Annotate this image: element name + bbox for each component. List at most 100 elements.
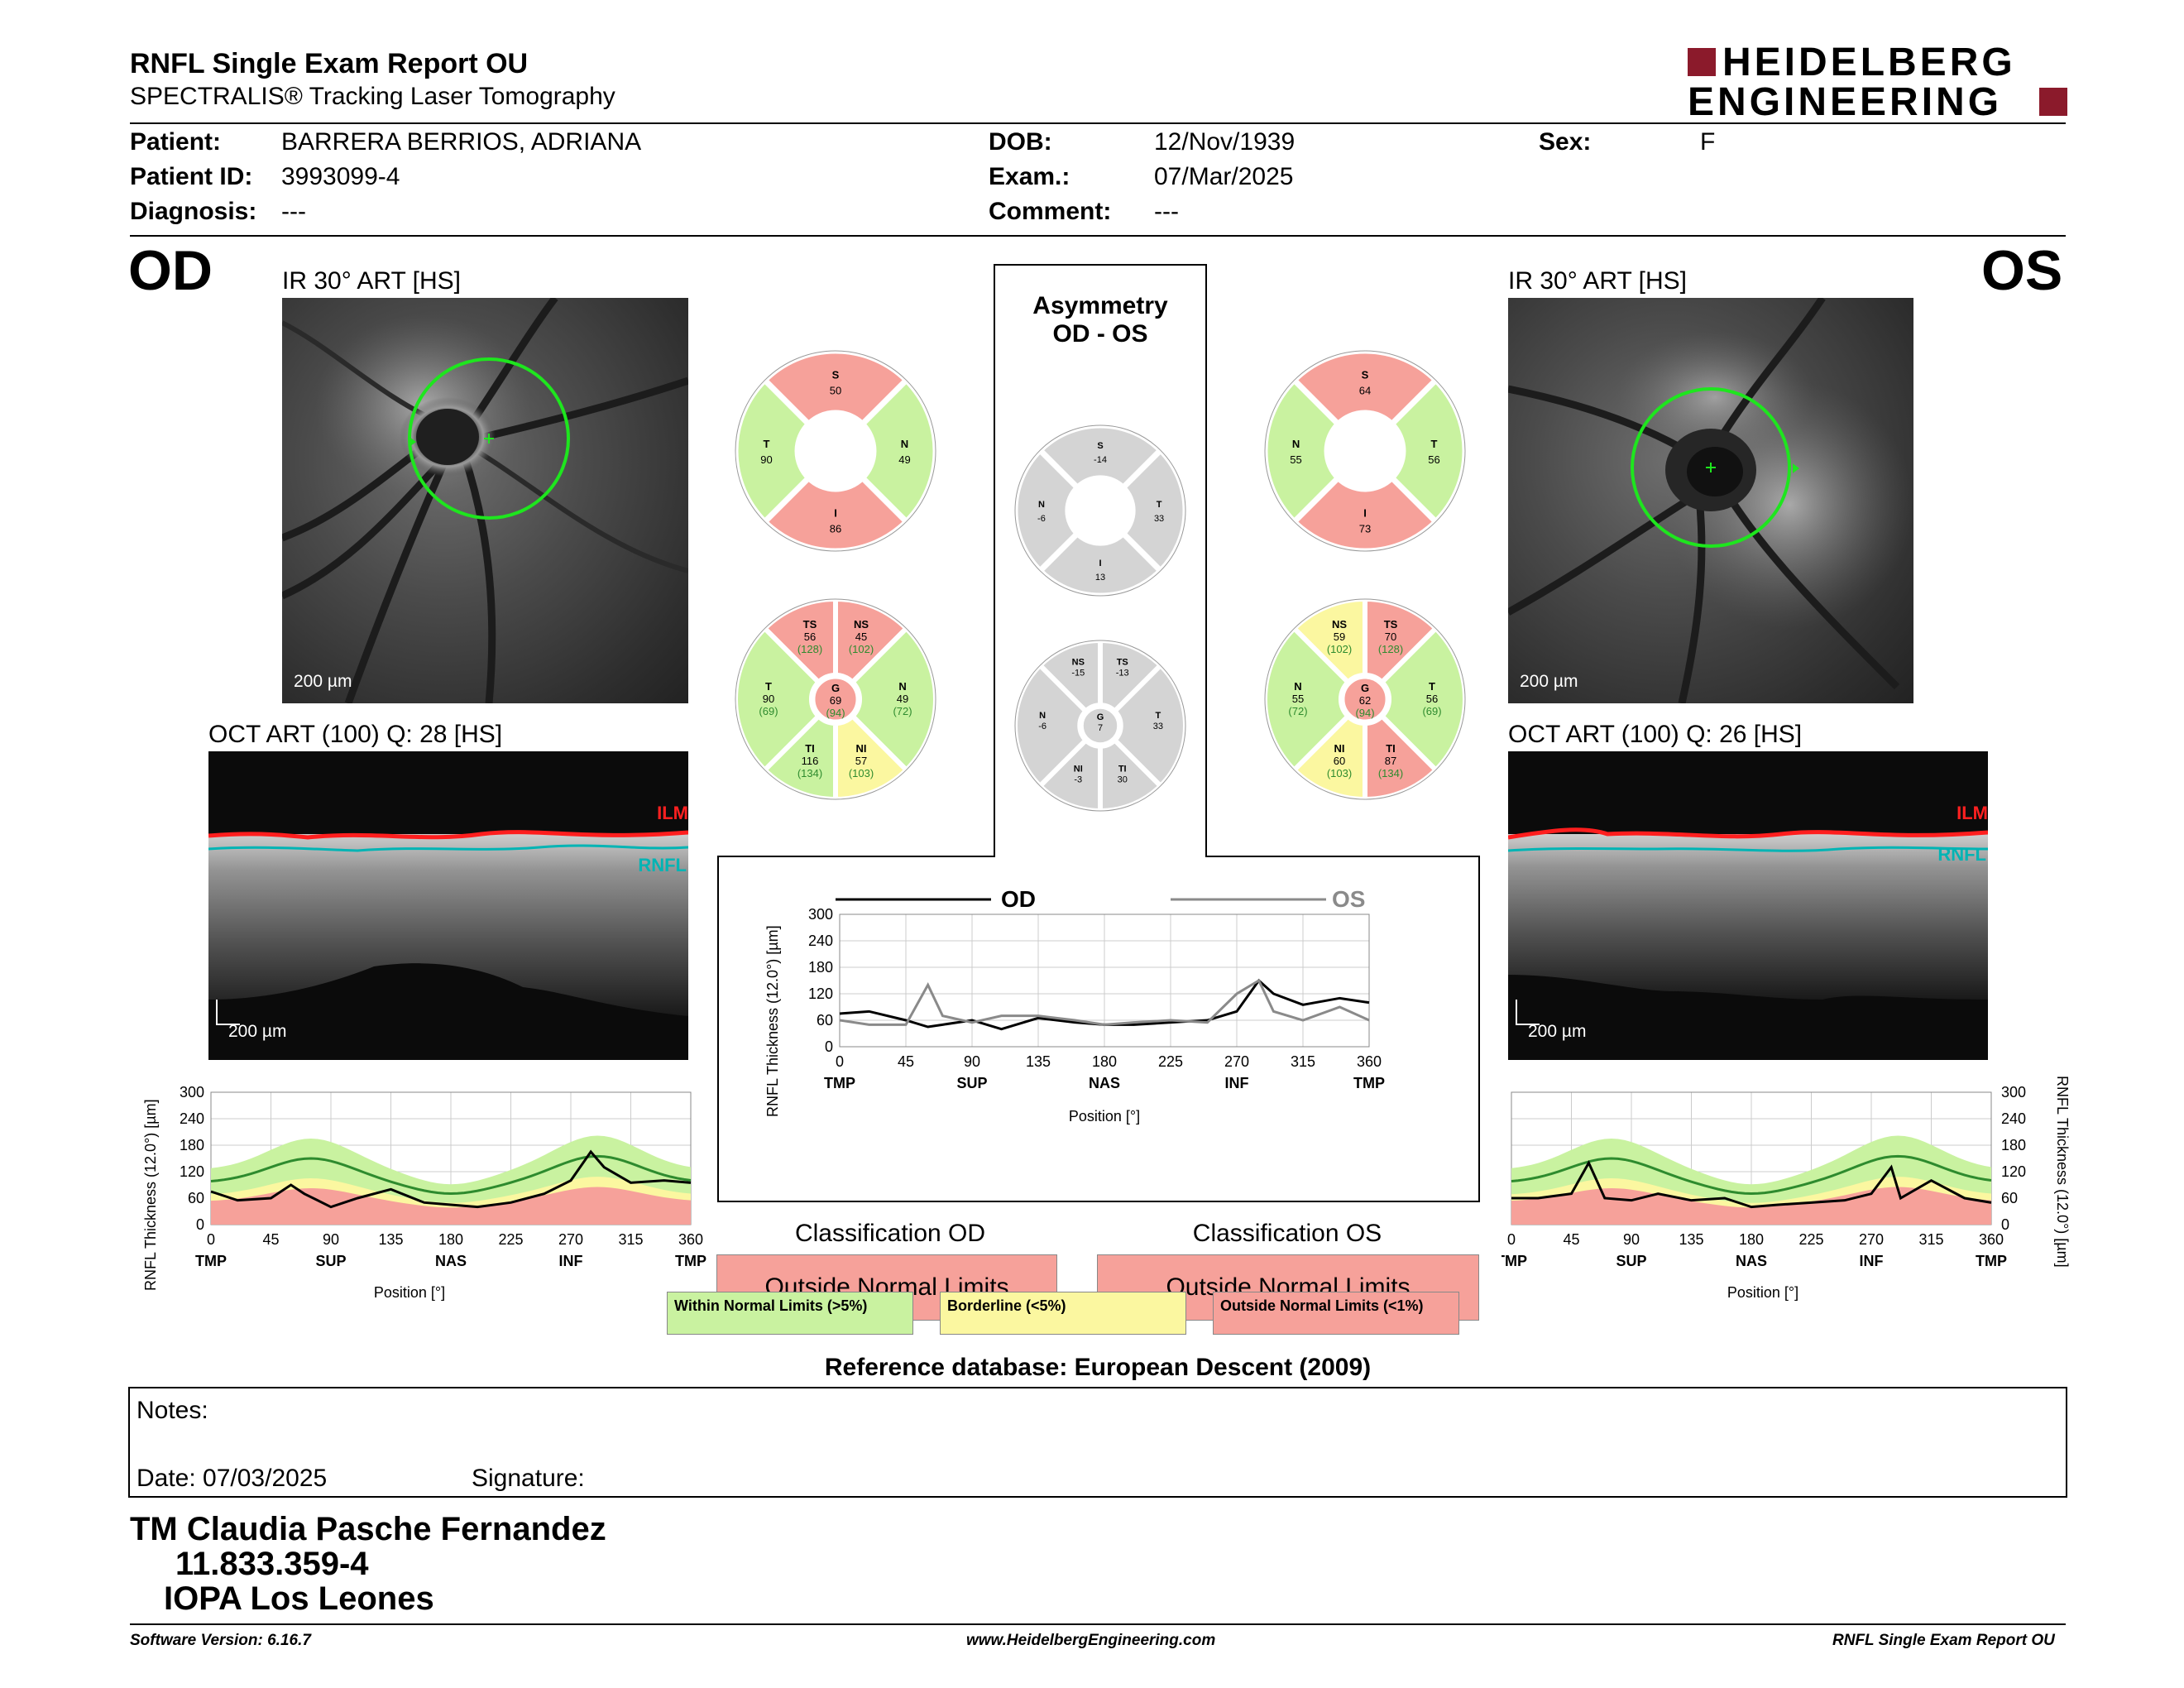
asym-six-sector-ni-value: -3 [1074,775,1082,785]
x-tick-label: 270 [1859,1231,1884,1248]
os-quad-sector-i-value: 73 [1359,522,1371,535]
center-chart-ylabel: RNFL Thickness (12.0°) [µm] [764,925,781,1117]
asym-six-sector-n-name: N [1039,711,1046,721]
od-six-sector-ts-value: 56 [804,631,816,643]
signature-place: IOPA Los Leones [164,1580,434,1617]
report-subtitle: SPECTRALIS® Tracking Laser Tomography [130,83,615,110]
od-six-sector-n-name: N [898,680,906,693]
logo-text-engineering: ENGINEERING [1688,80,2003,124]
od-ilm-label: ILM [657,803,688,823]
patient-id-value: 3993099-4 [281,163,400,190]
asym-quad-sector-t-name: T [1157,500,1162,510]
asymmetry-title-line1: Asymmetry [1032,292,1168,319]
asym-quad-sector-s-value: -14 [1094,455,1107,465]
x-tick-label: 90 [964,1053,980,1070]
asym-six-sector-g-name: G [1097,712,1104,722]
od-six-sector-t-name: T [765,680,772,693]
sector-axis-label: TMP [1353,1075,1385,1091]
od-chart-ylabel: RNFL Thickness (12.0°) [µm] [142,1099,159,1291]
y-tick-label: 60 [2001,1190,2018,1206]
x-tick-label: 180 [1739,1231,1764,1248]
os-six-sector-ns-value: 59 [1334,631,1345,643]
os-chart-ylabel: RNFL Thickness (12.0°) [µm] [2054,1076,2071,1268]
diagnosis-value: --- [281,198,306,225]
patient-id-label: Patient ID: [130,163,253,190]
center-chart-lines [839,978,1370,1031]
os-six-sector-ti-value: 87 [1385,755,1396,767]
asym-quad-sector-n-value: -6 [1037,514,1046,524]
asym-six-sector-t-name: T [1155,711,1161,721]
series-line-os [1511,1160,1992,1209]
patient-label: Patient: [130,128,222,156]
od-fundus-image: 200 µm [282,298,688,703]
os-six-sector-t-value: 56 [1426,693,1438,705]
x-tick-label: 225 [498,1231,523,1248]
center-chart-xlabel: Position [°] [1069,1108,1140,1125]
x-tick-label: 0 [207,1231,215,1248]
x-tick-label: 270 [1224,1053,1249,1070]
os-six-sector-g-value: 62 [1359,694,1371,707]
sector-axis-label: INF [1225,1075,1249,1091]
asymmetry-title-line2: OD - OS [1052,320,1148,348]
od-ir-caption: IR 30° ART [HS] [282,267,461,295]
outside-normal-band [1511,1187,1991,1225]
y-tick-label: 120 [808,985,833,1002]
x-tick-label: 45 [1563,1231,1579,1248]
od-quad-sector-i-value: 86 [830,522,841,535]
asym-six-sector-ts-name: TS [1117,657,1128,667]
os-six-sector-ti-reference: (134) [1378,767,1403,779]
sector-axis-label: TMP [824,1075,855,1091]
signature-name: TM Claudia Pasche Fernandez [130,1511,606,1547]
os-six-sector-ts-value: 70 [1385,631,1396,643]
y-tick-label: 180 [180,1137,204,1153]
y-tick-label: 300 [808,906,833,923]
os-quad-sector-i-name: I [1363,506,1367,519]
y-tick-label: 60 [817,1012,833,1029]
od-six-sector-ts-name: TS [803,618,817,631]
os-six-sector-n-value: 55 [1292,693,1304,705]
x-tick-label: 225 [1798,1231,1823,1248]
os-six-sector-ni-reference: (103) [1327,767,1352,779]
od-fundus-drawing [282,298,688,703]
asym-quad-sector-s-name: S [1097,441,1103,451]
asym-six-sector-ti-name: TI [1118,765,1127,774]
exam-value: 07/Mar/2025 [1154,163,1294,190]
sector-axis-label: TMP [1502,1253,1527,1269]
comment-value: --- [1154,198,1179,225]
os-chart-lines [1511,1160,1992,1209]
y-tick-label: 0 [825,1038,833,1055]
asym-six-sector-ni-name: NI [1074,765,1083,774]
outside-normal-band [211,1187,691,1225]
asym-quad-sector-i-value: 13 [1095,573,1105,583]
od-oct-caption: OCT ART (100) Q: 28 [HS] [208,721,503,748]
os-fundus-drawing [1508,298,1913,703]
od-quad-sector-s-name: S [832,369,840,381]
y-tick-label: 180 [2001,1137,2026,1153]
os-six-sector-ns-reference: (102) [1327,643,1352,655]
os-six-sector-g-name: G [1361,682,1369,694]
x-tick-label: 180 [1092,1053,1117,1070]
x-tick-label: 90 [1623,1231,1640,1248]
x-tick-label: 0 [1507,1231,1516,1248]
asym-six-sector-t-value: 33 [1153,722,1163,731]
od-chart-xlabel: Position [°] [374,1284,445,1301]
od-six-sector-t-reference: (69) [759,705,778,717]
od-quad-sector-t-value: 90 [760,453,772,466]
y-tick-label: 300 [180,1084,204,1101]
od-six-sector-ti-value: 116 [802,755,819,767]
os-ilm-label: ILM [1956,803,1988,823]
report-title: RNFL Single Exam Report OU [130,48,529,79]
sector-axis-label: NAS [1089,1075,1120,1091]
x-tick-label: 225 [1158,1053,1183,1070]
od-six-sector-t-value: 90 [763,693,774,705]
exam-label: Exam.: [989,163,1070,190]
od-six-sector-g [812,676,859,722]
header-divider [130,122,2066,124]
sector-axis-label: INF [1860,1253,1884,1269]
os-rnfl-label: RNFL [1937,844,1986,865]
sector-axis-label: TMP [195,1253,227,1269]
footer-url[interactable]: www.HeidelbergEngineering.com [966,1632,1216,1649]
sector-axis-label: TMP [1976,1253,2007,1269]
notes-box: Notes: Date: 07/03/2025 Signature: [128,1387,2067,1498]
